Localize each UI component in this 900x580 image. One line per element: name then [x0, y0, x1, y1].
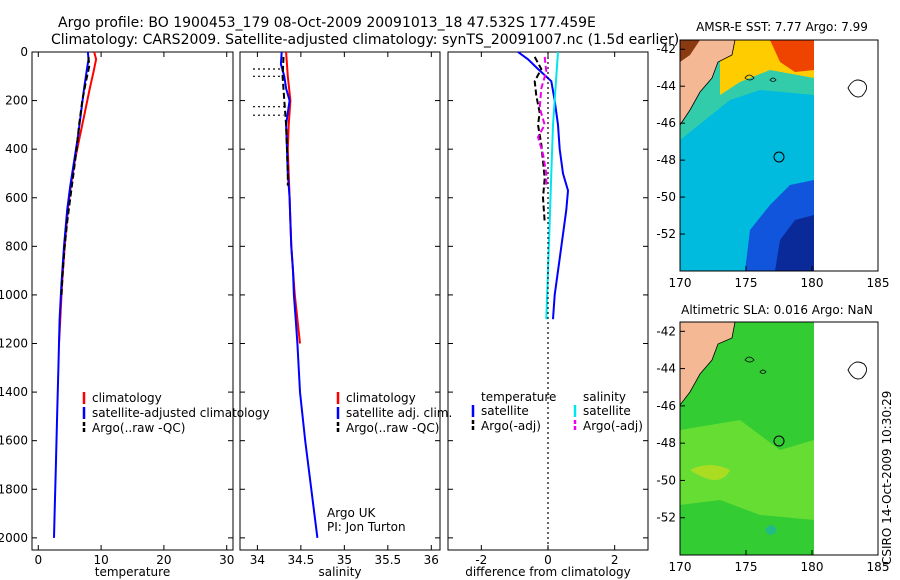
sst-map-title: AMSR-E SST: 7.77 Argo: 7.99: [696, 20, 868, 34]
temperature-ytick-label: 1000: [0, 288, 28, 302]
salinity-axes-frame: [239, 51, 441, 551]
temperature-ytick-label: 1600: [0, 434, 28, 448]
sla-map-ytick-label: -48: [656, 436, 676, 450]
salinity-xtick-label: 34.5: [288, 553, 315, 567]
salinity-xtick-label: 34: [250, 553, 265, 567]
temperature-legend-2-label: Argo(..raw -QC): [92, 421, 185, 435]
sst-map-ytick-label: -46: [656, 116, 676, 130]
sla-map-xtick-label: 170: [669, 560, 692, 574]
sst-float-marker: [773, 151, 785, 163]
difference-xlabel: difference from climatology: [465, 565, 631, 579]
salinity-xtick-label: 35.5: [374, 553, 401, 567]
temperature-ytick-label: 800: [5, 239, 28, 253]
temperature-ytick-label: 400: [5, 142, 28, 156]
salinity-annotation-line1: Argo UK: [327, 506, 376, 520]
salinity-series-argo-raw-qc-: [281, 56, 289, 186]
sst-map-xtick-label: 185: [867, 276, 890, 290]
sla-map-ytick-label: -44: [656, 362, 676, 376]
sst-chatham-islands: [847, 79, 867, 98]
sst-map-frame: [679, 39, 879, 272]
temperature-profile-panel: 0 10 20 30 temperature 0 200 400 600 800 1000 1200 1…: [0, 45, 270, 579]
temperature-ytick-label: 0: [20, 45, 28, 59]
difference-legend-3-label: satellite: [583, 404, 631, 418]
sla-map-xtick-label: 180: [801, 560, 824, 574]
sst-map-panel: AMSR-E SST: 7.77 Argo: 7.99 170 175 180 185…: [656, 20, 889, 290]
temperature-ytick-label: 2000: [0, 531, 28, 545]
sla-map-panel: Altimetric SLA: 0.016 Argo: NaN 170 175 18…: [656, 303, 889, 574]
temperature-legend-0-label: climatology: [92, 391, 162, 405]
difference-legend-5-label: Argo(-adj): [583, 419, 643, 433]
temperature-xlabel: temperature: [95, 565, 170, 579]
difference-xtick-label: 0: [544, 553, 552, 567]
sst-map-ytick-label: -50: [656, 190, 676, 204]
salinity-xtick-label: 36: [424, 553, 439, 567]
sla-map-ytick-label: -50: [656, 473, 676, 487]
difference-xtick-label: 2: [611, 553, 619, 567]
temperature-ytick-label: 1800: [0, 482, 28, 496]
sla-float-marker: [773, 435, 785, 447]
difference-legend-4-label: Argo(-adj): [481, 419, 541, 433]
temperature-series-climatology: [58, 51, 98, 344]
temperature-series-argo-raw-qc-: [60, 56, 91, 295]
sst-map-xtick-label: 175: [735, 276, 758, 290]
sst-hot-patch: [770, 40, 814, 72]
sla-land: [680, 322, 736, 406]
difference-legend-header-1: salinity: [583, 390, 626, 404]
temperature-xtick-label: 10: [93, 553, 108, 567]
sla-map-title: Altimetric SLA: 0.016 Argo: NaN: [681, 303, 873, 317]
figure-title-line2: Climatology: CARS2009. Satellite-adjuste…: [51, 32, 679, 48]
temperature-ytick-label: 200: [5, 94, 28, 108]
salinity-series-level-gaps: [253, 68, 286, 116]
temperature-series-satellite-adjusted-climatology: [53, 51, 90, 538]
difference-legend-header-0: temperature: [481, 390, 556, 404]
sst-map-ytick-label: -44: [656, 79, 676, 93]
temperature-xtick-label: 20: [156, 553, 171, 567]
salinity-legend-1-label: satellite adj. clim.: [346, 406, 452, 420]
difference-series-temperature-argo-adj-: [533, 56, 546, 223]
temperature-ytick-label: 1400: [0, 385, 28, 399]
temperature-xtick-label: 0: [34, 553, 42, 567]
temperature-legend-1-label: satellite-adjusted climatology: [92, 406, 270, 420]
salinity-xlabel: salinity: [318, 565, 361, 579]
difference-axes-frame: [447, 51, 649, 551]
temperature-axes-frame: [31, 51, 234, 551]
temperature-ytick-label: 600: [5, 191, 28, 205]
sla-map-ytick-label: -42: [656, 324, 676, 338]
sla-map-xtick-label: 175: [735, 560, 758, 574]
sst-map-ytick-label: -42: [656, 42, 676, 56]
sla-light-patch: [680, 420, 814, 520]
salinity-annotation-line2: PI: Jon Turton: [327, 520, 406, 534]
salinity-legend-2-label: Argo(..raw -QC): [346, 421, 439, 435]
difference-series-temperature-satellite: [517, 51, 570, 320]
sla-map-frame: [679, 321, 879, 556]
difference-xtick-label: -2: [475, 553, 487, 567]
sst-land-dark: [680, 40, 700, 62]
salinity-profile-panel: 34 34.5 35 35.5 36 salinity climatologysatelli…: [239, 51, 452, 579]
sla-island: [744, 356, 767, 374]
sst-cold-core: [775, 215, 814, 271]
difference-series-salinity-argo-adj-: [536, 56, 548, 188]
sst-map-xtick-label: 180: [801, 276, 824, 290]
salinity-legend-0-label: climatology: [346, 391, 416, 405]
sst-island: [744, 74, 777, 82]
sla-map-ytick-label: -46: [656, 399, 676, 413]
sst-map-ytick-label: -48: [656, 153, 676, 167]
sla-map-xtick-label: 185: [867, 560, 890, 574]
sst-map-xtick-label: 170: [669, 276, 692, 290]
sla-map-ytick-label: -52: [656, 511, 676, 525]
salinity-series-satellite-adj-clim-: [279, 51, 319, 539]
temperature-xtick-label: 30: [219, 553, 234, 567]
salinity-xtick-label: 35: [337, 553, 352, 567]
sla-yellow-patch: [690, 465, 730, 480]
sla-chatham-islands: [847, 361, 867, 380]
temperature-ytick-label: 1200: [0, 337, 28, 351]
sla-cyan-spot: [765, 525, 777, 535]
sst-land: [680, 40, 736, 126]
side-timestamp-label: CSIRO 14-Oct-2009 10:30:29: [880, 391, 894, 565]
difference-legend-2-label: satellite: [481, 404, 529, 418]
figure-title-line1: Argo profile: BO 1900453_179 08-Oct-2009…: [58, 15, 596, 31]
sst-map-ytick-label: -52: [656, 227, 676, 241]
